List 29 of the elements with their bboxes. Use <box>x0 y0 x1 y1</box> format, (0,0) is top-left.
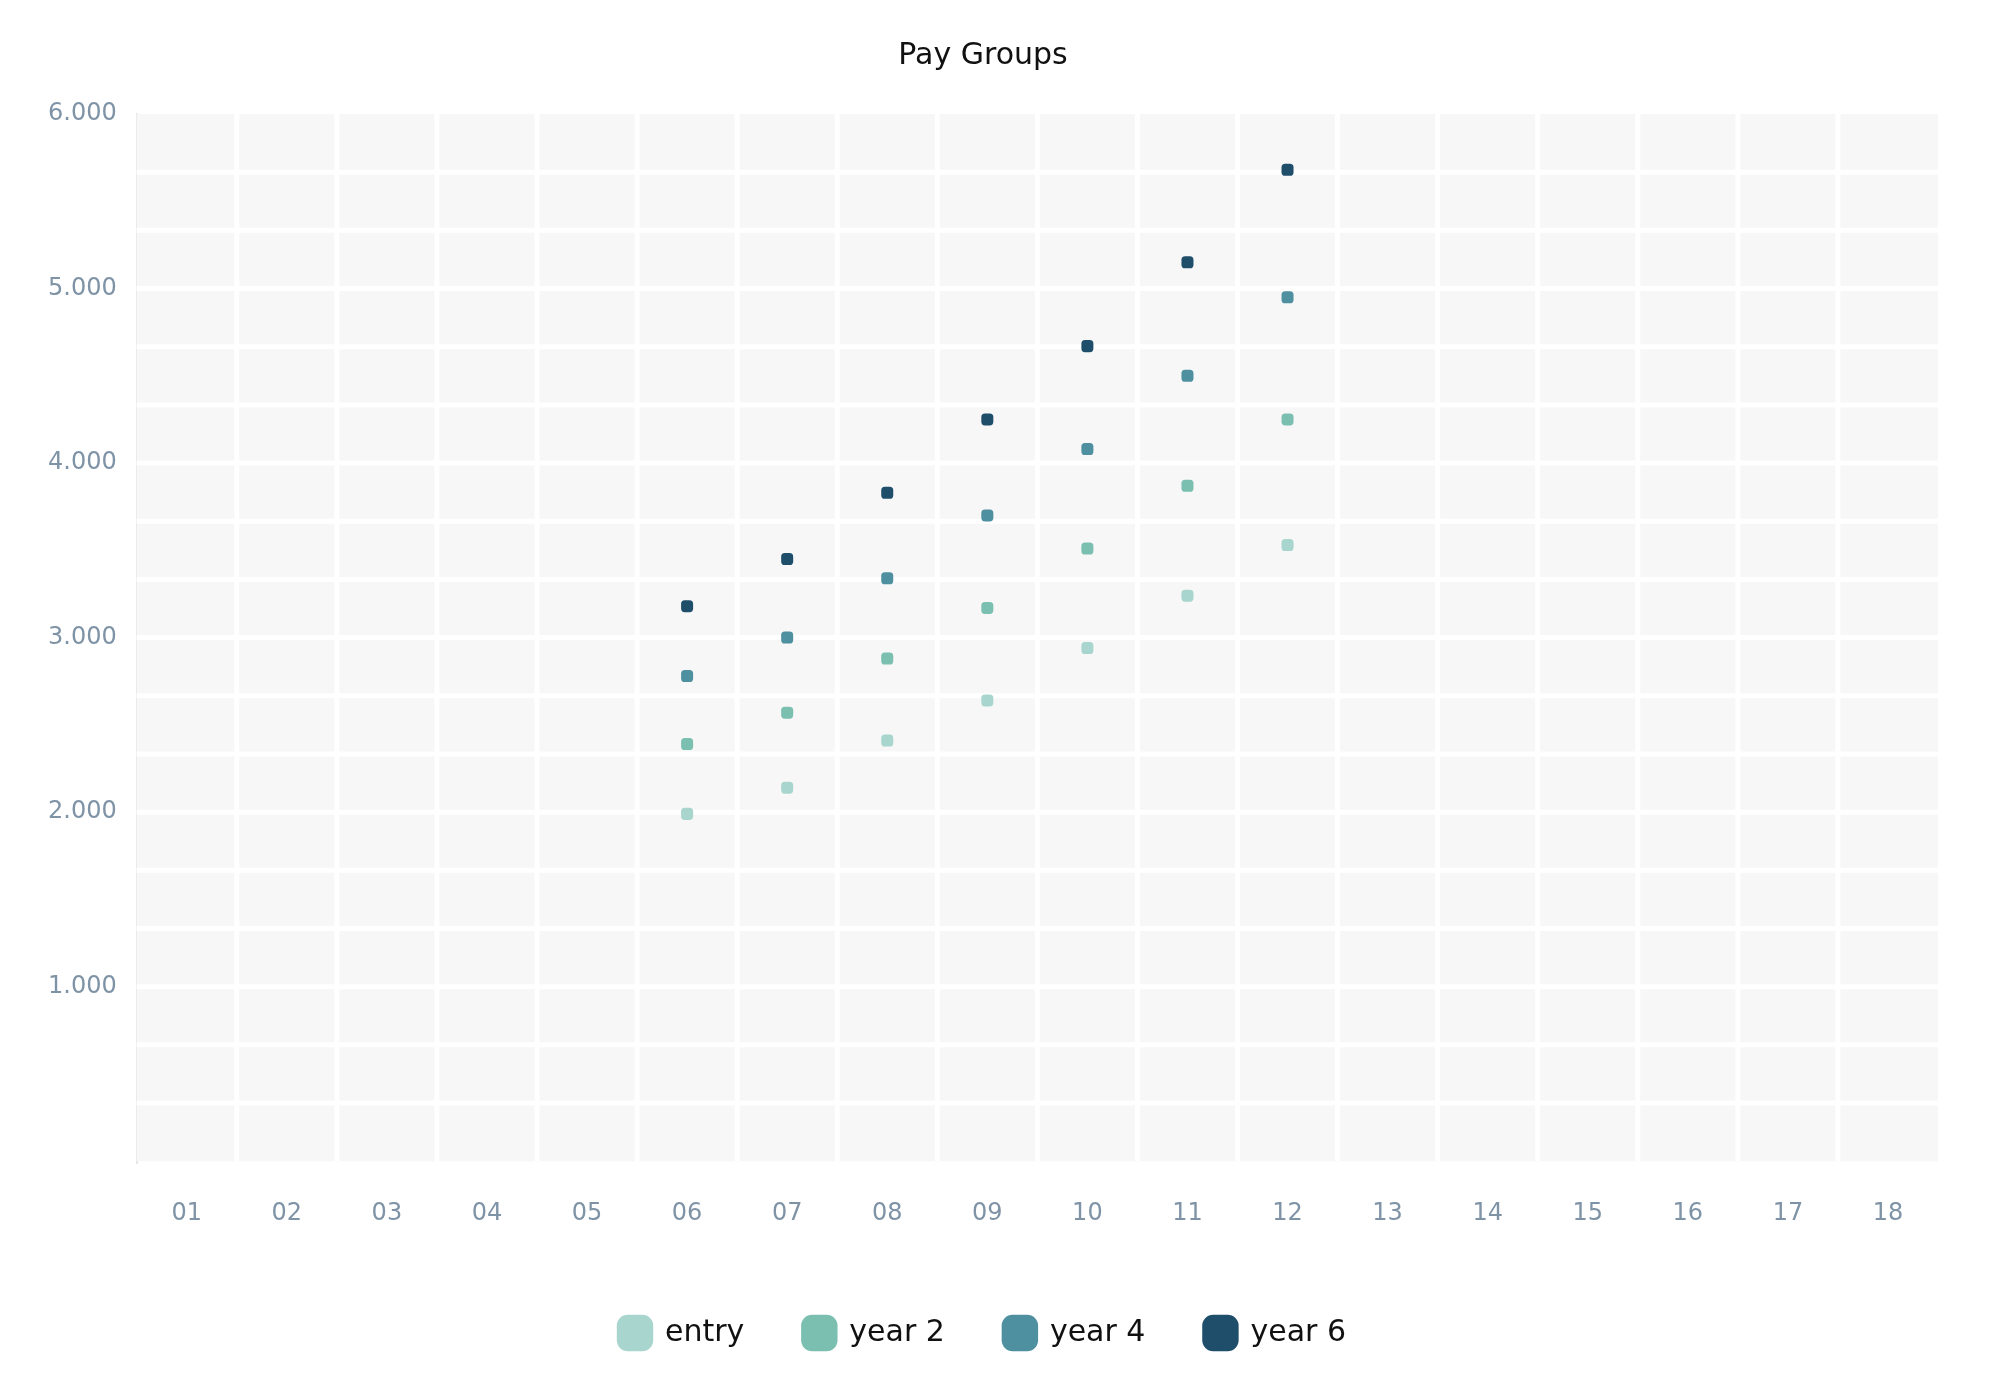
x-tick-label: 05 <box>571 1197 603 1226</box>
x-tick-label: 14 <box>1472 1197 1503 1226</box>
legend-label: year 2 <box>849 1312 945 1348</box>
x-tick-label: 09 <box>972 1197 1003 1226</box>
x-tick-label: 17 <box>1772 1197 1804 1226</box>
y-tick-label: 5.000 <box>47 272 117 301</box>
x-tick-label: 10 <box>1072 1197 1103 1226</box>
y-tick-label: 3.000 <box>47 621 117 650</box>
x-tick-label: 16 <box>1672 1197 1704 1226</box>
x-tick-label: 08 <box>871 1197 903 1226</box>
legend-label: year 6 <box>1250 1312 1346 1348</box>
y-tick-label: 1.000 <box>47 970 117 999</box>
x-tick-label: 01 <box>171 1197 203 1226</box>
x-tick-label: 18 <box>1872 1197 1904 1226</box>
x-tick-label: 11 <box>1172 1197 1203 1226</box>
x-tick-label: 15 <box>1572 1197 1604 1226</box>
y-tick-label: 6.000 <box>47 98 117 127</box>
y-tick-label: 2.000 <box>47 796 117 825</box>
x-tick-label: 02 <box>271 1197 303 1226</box>
x-tick-label: 04 <box>471 1197 503 1226</box>
x-tick-label: 13 <box>1372 1197 1403 1226</box>
x-tick-label: 07 <box>771 1197 803 1226</box>
x-tick-label: 06 <box>671 1197 703 1226</box>
x-tick-label: 03 <box>371 1197 403 1226</box>
chart-title: Pay Groups <box>898 35 1068 71</box>
y-tick-label: 4.000 <box>47 447 117 476</box>
x-tick-label: 12 <box>1272 1197 1303 1226</box>
legend-label: year 4 <box>1049 1312 1146 1348</box>
legend-label: entry <box>665 1312 745 1348</box>
